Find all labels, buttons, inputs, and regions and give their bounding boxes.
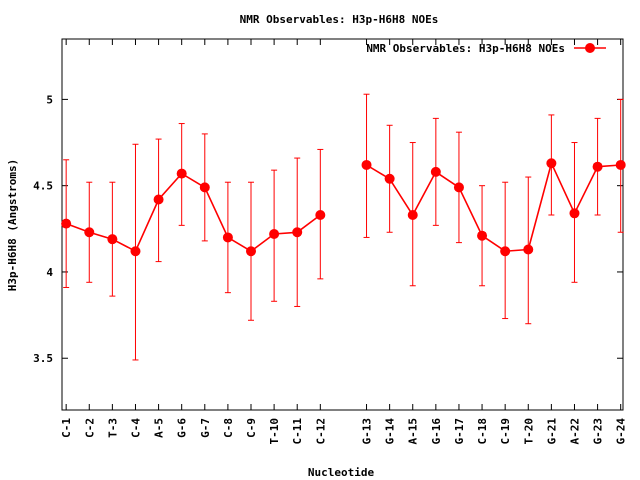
x-tick-label: C-4 bbox=[129, 418, 142, 438]
x-tick-label: G-6 bbox=[176, 418, 189, 438]
data-point bbox=[107, 234, 118, 245]
data-point bbox=[500, 246, 511, 257]
series-line bbox=[366, 160, 621, 253]
data-point bbox=[315, 210, 326, 221]
x-tick-label: G-13 bbox=[361, 418, 374, 445]
data-point bbox=[292, 227, 303, 238]
data-point bbox=[361, 159, 372, 170]
data-point bbox=[269, 228, 280, 239]
x-tick-label: C-1 bbox=[60, 418, 73, 438]
x-tick-label: C-8 bbox=[222, 418, 235, 438]
x-tick-label: T-20 bbox=[522, 418, 535, 445]
x-tick-label: G-23 bbox=[592, 418, 605, 445]
x-tick-label: C-12 bbox=[314, 418, 327, 445]
x-tick-label: G-24 bbox=[615, 418, 628, 445]
chart-title: NMR Observables: H3p-H6H8 NOEs bbox=[240, 13, 439, 26]
legend-swatch-marker bbox=[585, 43, 595, 53]
data-point bbox=[153, 194, 164, 205]
data-point bbox=[477, 230, 488, 241]
y-axis-label: H3p-H6H8 (Angstroms) bbox=[6, 159, 19, 291]
x-tick-label: C-11 bbox=[291, 418, 304, 445]
data-point bbox=[176, 168, 187, 179]
series-layer bbox=[61, 93, 626, 361]
x-tick-label: C-9 bbox=[245, 418, 258, 438]
data-point bbox=[199, 182, 210, 193]
y-tick-label: 5 bbox=[46, 93, 53, 106]
data-point bbox=[430, 166, 441, 177]
x-tick-label: C-19 bbox=[499, 418, 512, 445]
legend-label: NMR Observables: H3p-H6H8 NOEs bbox=[366, 42, 565, 55]
x-tick-label: T-3 bbox=[106, 418, 119, 438]
series-line bbox=[65, 172, 321, 253]
x-tick-label: A-22 bbox=[568, 418, 581, 445]
data-point bbox=[569, 208, 580, 219]
x-tick-label: G-16 bbox=[430, 418, 443, 445]
data-point bbox=[615, 159, 626, 170]
data-point bbox=[453, 182, 464, 193]
data-point bbox=[222, 232, 233, 243]
x-tick-label: A-15 bbox=[407, 418, 420, 445]
x-tick-label: G-14 bbox=[384, 418, 397, 445]
plot-frame bbox=[61, 38, 624, 411]
x-tick-label: C-2 bbox=[83, 418, 96, 438]
data-point bbox=[523, 244, 534, 255]
x-tick-label: G-17 bbox=[453, 418, 466, 445]
y-tick-label: 3.5 bbox=[33, 352, 53, 365]
x-tick-label: C-18 bbox=[476, 418, 489, 445]
x-tick-label: T-10 bbox=[268, 418, 281, 445]
x-tick-label: A-5 bbox=[153, 418, 166, 438]
data-point bbox=[384, 173, 395, 184]
y-tick-label: 4 bbox=[46, 266, 53, 279]
x-tick-label: G-21 bbox=[545, 418, 558, 445]
y-tick-label: 4.5 bbox=[33, 180, 53, 193]
x-axis-label: Nucleotide bbox=[308, 466, 375, 479]
data-point bbox=[130, 246, 141, 257]
x-tick-label: G-7 bbox=[199, 418, 212, 438]
data-point bbox=[407, 210, 418, 221]
data-point bbox=[246, 246, 257, 257]
data-point bbox=[592, 161, 603, 172]
data-point bbox=[61, 218, 72, 229]
data-point bbox=[84, 227, 95, 238]
legend: NMR Observables: H3p-H6H8 NOEs bbox=[366, 42, 606, 55]
x-axis: C-1 C-2 T-3 C-4 A-5 G-6 G-7 C-8 C-9 T-10 C-11 C-12 G… bbox=[60, 39, 628, 445]
data-point bbox=[546, 158, 557, 169]
